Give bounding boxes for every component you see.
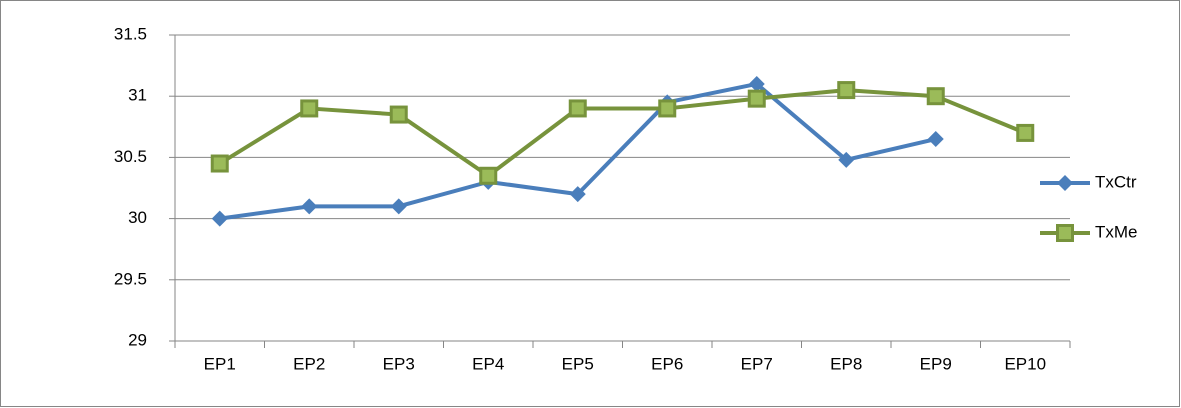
data-point	[479, 166, 498, 185]
data-point	[658, 99, 677, 118]
y-tick-label: 30	[128, 208, 147, 227]
y-tick-label: 29	[128, 330, 147, 349]
y-tick-label: 30.5	[114, 147, 147, 166]
data-point	[569, 186, 586, 203]
data-point	[390, 198, 407, 215]
data-point	[927, 131, 944, 148]
x-tick-label: EP6	[651, 354, 683, 373]
data-point	[211, 210, 228, 227]
x-tick-label: EP10	[1004, 354, 1046, 373]
data-point	[301, 198, 318, 215]
y-tick-label: 29.5	[114, 269, 147, 288]
y-tick-label: 31	[128, 86, 147, 105]
x-tick-label: EP3	[383, 354, 415, 373]
data-point	[747, 89, 766, 108]
legend-marker	[1057, 175, 1073, 191]
x-tick-label: EP8	[830, 354, 862, 373]
data-point	[300, 99, 319, 118]
y-tick-label: 31.5	[114, 24, 147, 43]
data-point	[837, 81, 856, 100]
x-tick-label: EP2	[293, 354, 325, 373]
legend-label: TxCtr	[1095, 172, 1137, 191]
data-point	[210, 154, 229, 173]
x-tick-label: EP5	[562, 354, 594, 373]
x-tick-label: EP7	[741, 354, 773, 373]
legend-marker	[1056, 224, 1074, 242]
data-point	[748, 75, 765, 92]
x-tick-label: EP4	[472, 354, 504, 373]
series-line	[218, 88, 1027, 178]
x-tick-label: EP9	[920, 354, 952, 373]
x-tick-label: EP1	[204, 354, 236, 373]
data-point	[926, 87, 945, 106]
data-point	[838, 151, 855, 168]
data-point	[1016, 123, 1035, 142]
data-point	[389, 105, 408, 124]
legend-label: TxMe	[1095, 222, 1138, 241]
data-point	[568, 99, 587, 118]
